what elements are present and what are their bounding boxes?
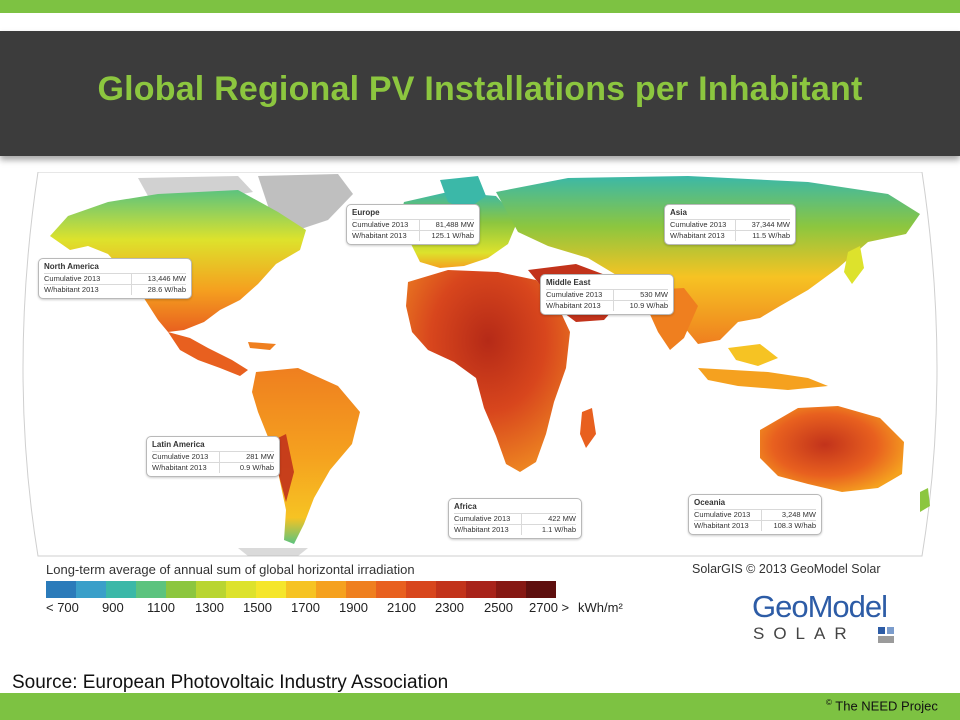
color-scale-swatch	[436, 581, 466, 598]
logo-square-icon	[878, 627, 894, 643]
region-name: Europe	[352, 208, 380, 217]
per-inhabitant-value: 1.1 W/hab	[521, 525, 576, 535]
africa-shape	[406, 270, 570, 472]
per-inhabitant-label: W/habitant 2013	[546, 301, 601, 310]
color-scale-swatch	[166, 581, 196, 598]
irradiation-color-scale	[46, 581, 556, 598]
cumulative-label: Cumulative 2013	[670, 220, 727, 229]
per-inhabitant-label: W/habitant 2013	[352, 231, 407, 240]
color-scale-swatch	[286, 581, 316, 598]
callout-latin-america: Latin America Cumulative 2013 281 MW W/ha…	[146, 436, 280, 477]
color-scale-swatch	[136, 581, 166, 598]
callout-north-america: North America Cumulative 2013 13,446 MW W…	[38, 258, 192, 299]
copyright-symbol: ©	[826, 698, 832, 707]
per-inhabitant-value: 0.9 W/hab	[219, 463, 274, 473]
color-scale-label: 2100	[387, 600, 416, 615]
per-inhabitant-label: W/habitant 2013	[694, 521, 749, 530]
color-scale-label: 1100	[147, 600, 175, 615]
region-name: Africa	[454, 502, 477, 511]
per-inhabitant-value: 10.9 W/hab	[613, 301, 668, 311]
color-scale-label: 2300	[435, 600, 464, 615]
color-scale-swatch	[76, 581, 106, 598]
logo-wordmark: GeoModel	[752, 589, 888, 624]
cumulative-label: Cumulative 2013	[44, 274, 101, 283]
per-inhabitant-label: W/habitant 2013	[454, 525, 509, 534]
color-scale-swatch	[466, 581, 496, 598]
color-scale-label: 1700	[291, 600, 320, 615]
logo-subtitle: SOLAR	[753, 624, 856, 643]
asia-shape	[496, 176, 920, 344]
australia-shape	[760, 406, 904, 492]
color-scale-label: 1500	[243, 600, 272, 615]
per-inhabitant-value: 11.5 W/hab	[735, 231, 790, 241]
callout-middle-east: Middle East Cumulative 2013 530 MW W/habi…	[540, 274, 674, 315]
cumulative-value: 530 MW	[613, 290, 668, 300]
color-scale-label: 1300	[195, 600, 224, 615]
color-scale-label: 2500	[484, 600, 513, 615]
cumulative-value: 3,248 MW	[761, 510, 816, 520]
color-scale-swatch	[106, 581, 136, 598]
cumulative-label: Cumulative 2013	[352, 220, 409, 229]
color-scale-swatch	[376, 581, 406, 598]
per-inhabitant-value: 125.1 W/hab	[419, 231, 474, 241]
region-name: Asia	[670, 208, 687, 217]
color-scale-swatch	[496, 581, 526, 598]
callout-africa: Africa Cumulative 2013 422 MW W/habitant …	[448, 498, 582, 539]
legend-caption: Long-term average of annual sum of globa…	[46, 562, 415, 577]
color-scale-swatch	[256, 581, 286, 598]
copyright-text: The NEED Projec	[831, 698, 938, 714]
color-scale-swatch	[196, 581, 226, 598]
world-irradiation-map: North America Cumulative 2013 13,446 MW W…	[8, 172, 952, 584]
color-scale-swatch	[346, 581, 376, 598]
color-scale-swatch	[526, 581, 556, 598]
copyright-notice: © The NEED Projec	[826, 698, 960, 713]
cumulative-label: Cumulative 2013	[454, 514, 511, 523]
per-inhabitant-label: W/habitant 2013	[152, 463, 207, 472]
callout-asia: Asia Cumulative 2013 37,344 MW W/habitant…	[664, 204, 796, 245]
color-scale-swatch	[316, 581, 346, 598]
map-credit: SolarGIS © 2013 GeoModel Solar	[692, 562, 881, 576]
source-note: Source: European Photovoltaic Industry A…	[12, 672, 449, 693]
per-inhabitant-label: W/habitant 2013	[670, 231, 725, 240]
per-inhabitant-label: W/habitant 2013	[44, 285, 99, 294]
cumulative-value: 281 MW	[219, 452, 274, 462]
cumulative-value: 13,446 MW	[131, 274, 186, 284]
slide-title: Global Regional PV Installations per Inh…	[97, 70, 863, 108]
region-name: North America	[44, 262, 99, 271]
cumulative-value: 81,488 MW	[419, 220, 474, 230]
cumulative-value: 37,344 MW	[735, 220, 790, 230]
color-scale-swatch	[226, 581, 256, 598]
region-name: Middle East	[546, 278, 591, 287]
color-scale-swatch	[46, 581, 76, 598]
title-bar	[0, 31, 960, 156]
region-name: Latin America	[152, 440, 205, 449]
cumulative-label: Cumulative 2013	[152, 452, 209, 461]
color-scale-label: 2700 >	[529, 600, 570, 615]
south-america-shape	[252, 368, 360, 544]
cumulative-value: 422 MW	[521, 514, 576, 524]
color-scale-swatch	[406, 581, 436, 598]
cumulative-label: Cumulative 2013	[694, 510, 751, 519]
color-scale-label: 900	[102, 600, 124, 615]
callout-europe: Europe Cumulative 2013 81,488 MW W/habita…	[346, 204, 480, 245]
footer-bar	[0, 693, 960, 720]
region-name: Oceania	[694, 498, 726, 507]
top-accent-stripe	[0, 0, 960, 13]
geomodel-solar-logo: GeoModel SOLAR	[752, 590, 902, 650]
color-scale-unit: kWh/m²	[578, 600, 623, 615]
per-inhabitant-value: 108.3 W/hab	[761, 521, 816, 531]
cumulative-label: Cumulative 2013	[546, 290, 603, 299]
per-inhabitant-value: 28.6 W/hab	[131, 285, 186, 295]
callout-oceania: Oceania Cumulative 2013 3,248 MW W/habita…	[688, 494, 822, 535]
color-scale-label: < 700	[46, 600, 79, 615]
color-scale-label: 1900	[339, 600, 368, 615]
